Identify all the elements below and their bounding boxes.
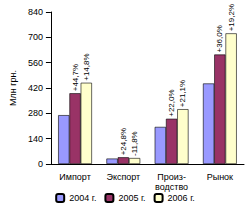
svg-text:+24,8%: +24,8% <box>119 128 128 155</box>
svg-text:+22,0%: +22,0% <box>167 89 176 116</box>
svg-text:140: 140 <box>28 134 43 144</box>
svg-text:Экспорт: Экспорт <box>106 172 140 182</box>
svg-text:280: 280 <box>28 108 43 118</box>
svg-text:2006 г.: 2006 г. <box>168 193 195 203</box>
svg-text:+36,0%: +36,0% <box>215 25 224 52</box>
svg-text:Млн грн.: Млн грн. <box>8 70 18 106</box>
svg-text:+14,8%: +14,8% <box>82 53 91 80</box>
svg-text:водство: водство <box>155 182 188 192</box>
svg-text:Произ-: Произ- <box>157 172 186 182</box>
svg-text:2004 г.: 2004 г. <box>69 193 96 203</box>
svg-text:+21,1%: +21,1% <box>178 80 187 107</box>
svg-text:840: 840 <box>28 7 43 17</box>
svg-text:Рынок: Рынок <box>207 172 233 182</box>
svg-text:560: 560 <box>28 58 43 68</box>
svg-text:+44,7%: +44,7% <box>71 64 80 91</box>
svg-text:+19,2%: +19,2% <box>227 4 236 31</box>
svg-text:Импорт: Импорт <box>59 172 90 182</box>
svg-text:2005 г.: 2005 г. <box>118 193 145 203</box>
svg-text:-11,8%: -11,8% <box>130 131 139 156</box>
svg-text:420: 420 <box>28 83 43 93</box>
svg-text:700: 700 <box>28 32 43 42</box>
svg-text:0: 0 <box>38 159 43 169</box>
